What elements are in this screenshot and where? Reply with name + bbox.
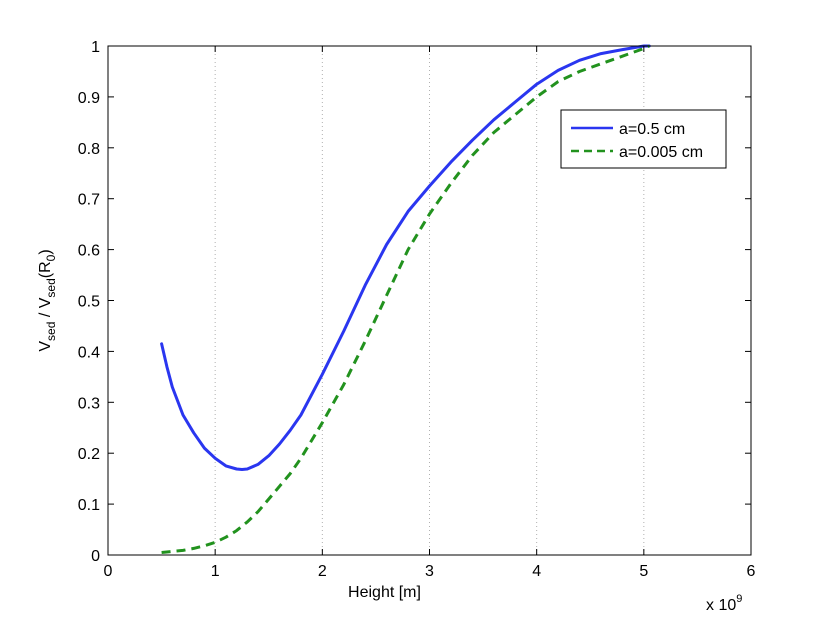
y-label-paren-open: (R xyxy=(37,261,54,278)
x-axis-multiplier: x 109 xyxy=(706,593,742,614)
y-tick-label: 0.6 xyxy=(78,243,100,260)
x-multiplier-exponent: 9 xyxy=(736,593,742,605)
y-label-main: V xyxy=(37,341,54,352)
legend-label-series-1: a=0.5 cm xyxy=(619,121,685,138)
x-tick-label: 3 xyxy=(425,563,434,580)
axis-ticks: 0 1 2 3 4 5 6 0 0.1 0.2 0.3 0.4 0.5 0.6 0.7 0.8 0.9 1 xyxy=(78,39,756,580)
y-tick-label: 0.7 xyxy=(78,192,100,209)
y-label-sub2: sed xyxy=(44,278,58,297)
y-label-sub1: sed xyxy=(44,322,58,341)
x-tick-label: 1 xyxy=(211,563,220,580)
x-multiplier-base: x 10 xyxy=(706,597,736,614)
x-tick-label: 6 xyxy=(747,563,756,580)
y-label-paren-close: ) xyxy=(37,249,54,254)
y-tick-label: 0.5 xyxy=(78,294,100,311)
y-axis-label: Vsed / Vsed(R0) xyxy=(37,249,58,351)
series-2 xyxy=(161,44,650,554)
series-line-2 xyxy=(161,44,650,554)
legend-label-series-2: a=0.005 cm xyxy=(619,144,703,161)
y-tick-label: 0.2 xyxy=(78,446,100,463)
x-tick-label: 0 xyxy=(104,563,113,580)
y-label-slash: / V xyxy=(37,297,54,321)
series-layer xyxy=(160,44,651,554)
legend-box xyxy=(560,109,727,169)
y-tick-label: 0.9 xyxy=(78,90,100,107)
legend: a=0.5 cm a=0.005 cm xyxy=(560,109,727,169)
y-tick-label: 0.4 xyxy=(78,344,100,361)
y-tick-label: 1 xyxy=(91,39,100,56)
y-label-sub3: 0 xyxy=(44,254,58,261)
series-1 xyxy=(160,44,651,471)
y-tick-label: 0.8 xyxy=(78,141,100,158)
y-tick-label: 0.1 xyxy=(78,497,100,514)
y-tick-label: 0 xyxy=(91,548,100,565)
y-tick-label: 0.3 xyxy=(78,395,100,412)
x-tick-label: 5 xyxy=(639,563,648,580)
series-line-1 xyxy=(160,44,651,471)
x-tick-label: 4 xyxy=(532,563,541,580)
x-tick-label: 2 xyxy=(318,563,327,580)
x-axis-label: Height [m] xyxy=(348,584,421,601)
